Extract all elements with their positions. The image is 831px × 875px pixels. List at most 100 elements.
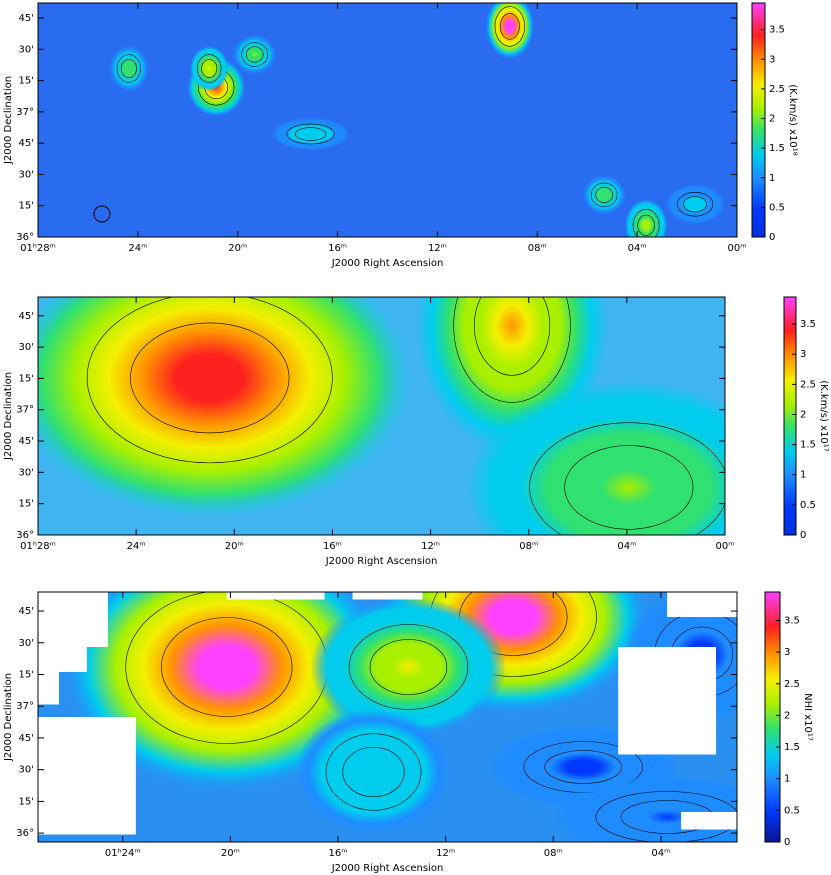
contour — [473, 297, 551, 376]
contour — [529, 422, 725, 535]
y-tick-label: 15' — [19, 669, 34, 680]
colorbar-tick-label: 2.5 — [800, 379, 816, 390]
contour — [86, 297, 333, 464]
colorbar-tick-label: 2.5 — [784, 679, 800, 690]
emission-blob — [38, 297, 412, 518]
y-tick-label: 15' — [19, 76, 34, 87]
y-tick-label: 36° — [16, 232, 34, 243]
x-tick-label: 12ᵐ — [421, 541, 440, 552]
x-tick-label: 04ᵐ — [651, 848, 670, 859]
colorbar-tick-label: 1.5 — [800, 440, 816, 451]
colorbar-tick-label: 3.5 — [769, 25, 785, 36]
colorbar-tick-label: 1.5 — [769, 143, 785, 154]
y-tick-label: 45' — [19, 733, 34, 744]
x-tick-label: 16ᵐ — [329, 848, 348, 859]
colorbar-tick-label: 3 — [800, 349, 806, 360]
colorbar-label: (K.km/s) x10¹⁷ — [818, 380, 829, 452]
colorbar-tick-label: 0 — [784, 837, 790, 848]
blank-region — [667, 592, 737, 617]
y-tick-label: 37° — [16, 701, 34, 712]
colorbar-tick-label: 0.5 — [784, 805, 800, 816]
contour — [294, 127, 327, 141]
x-tick-label: 16ᵐ — [328, 243, 347, 254]
contour — [544, 750, 622, 784]
colorbar-tick-label: 1 — [800, 470, 806, 481]
colorbar-tick-label: 2 — [800, 409, 806, 420]
x-tick-label: 24ᵐ — [127, 541, 146, 552]
colorbar-tick-label: 3.5 — [800, 319, 816, 330]
emission-blob — [465, 380, 725, 535]
y-axis-label: J2000 Declination — [3, 673, 14, 762]
colorbar-tick-label: 1 — [784, 774, 790, 785]
x-tick-label: 12ᵐ — [436, 848, 455, 859]
blank-region — [681, 812, 737, 830]
emission-blob — [665, 184, 725, 224]
y-tick-label: 36° — [16, 828, 34, 839]
x-tick-label: 08ᵐ — [528, 243, 547, 254]
colorbar-tick-label: 0.5 — [800, 500, 816, 511]
emission-blob — [271, 117, 350, 151]
blank-region — [38, 592, 108, 647]
contour — [637, 214, 655, 236]
x-tick-label: 01ʰ28ᵐ — [20, 541, 56, 552]
colorbar-tick-label: 0 — [800, 530, 806, 541]
heatmap — [38, 297, 725, 535]
contour — [201, 59, 218, 78]
colorbar-tick-label: 3 — [769, 54, 775, 65]
x-tick-label: 01ʰ24ᵐ — [105, 848, 141, 859]
heatmap — [38, 3, 737, 237]
y-tick-label: 37° — [16, 405, 34, 416]
y-tick-label: 36° — [16, 530, 34, 541]
y-tick-label: 15' — [19, 499, 34, 510]
emission-blob — [485, 3, 535, 60]
plot-frame — [37, 296, 726, 536]
x-tick-label: 04ᵐ — [628, 243, 647, 254]
blank-region — [38, 647, 87, 672]
x-tick-label: 08ᵐ — [544, 848, 563, 859]
emission-blob — [624, 199, 668, 237]
y-axis-label: J2000 Declination — [3, 76, 14, 165]
y-tick-label: 15' — [19, 373, 34, 384]
x-tick-label: 24ᵐ — [128, 243, 147, 254]
emission-blob — [295, 709, 452, 835]
map-background — [38, 3, 737, 237]
x-tick-label: 20ᵐ — [221, 848, 240, 859]
y-tick-label: 30' — [19, 467, 34, 478]
x-tick-label: 01ʰ28ᵐ — [20, 243, 56, 254]
contour — [499, 13, 520, 40]
colorbar-tick-label: 0 — [769, 232, 775, 243]
x-tick-label: 00ᵐ — [728, 243, 747, 254]
contour — [590, 182, 618, 208]
y-tick-label: 30' — [19, 342, 34, 353]
y-tick-label: 45' — [19, 606, 34, 617]
emission-blob — [233, 34, 277, 75]
x-tick-label: 20ᵐ — [228, 243, 247, 254]
emission-blob — [310, 597, 507, 737]
colorbar-tick-label: 2.5 — [769, 84, 785, 95]
colorbar — [751, 2, 766, 238]
emission-blob — [549, 775, 737, 842]
contour — [683, 196, 707, 213]
blank-region — [38, 672, 59, 705]
y-tick-label: 15' — [19, 201, 34, 212]
contour — [632, 209, 660, 237]
colorbar — [764, 591, 781, 843]
plot-frame — [37, 2, 738, 238]
contour — [595, 186, 613, 203]
contour — [241, 42, 269, 67]
contour — [286, 123, 335, 145]
colorbar — [783, 296, 797, 536]
colorbar-label: NHI x10¹⁷ — [802, 693, 813, 741]
contour — [116, 54, 142, 83]
blank-region — [618, 647, 717, 755]
colorbar-tick-label: 3 — [784, 647, 790, 658]
x-tick-label: 20ᵐ — [225, 541, 244, 552]
emission-blob — [582, 175, 626, 215]
contour — [348, 624, 469, 710]
heatmap — [38, 592, 737, 842]
y-tick-label: 30' — [19, 638, 34, 649]
contour — [453, 297, 571, 403]
x-tick-label: 16ᵐ — [323, 541, 342, 552]
blank-region — [352, 592, 423, 600]
